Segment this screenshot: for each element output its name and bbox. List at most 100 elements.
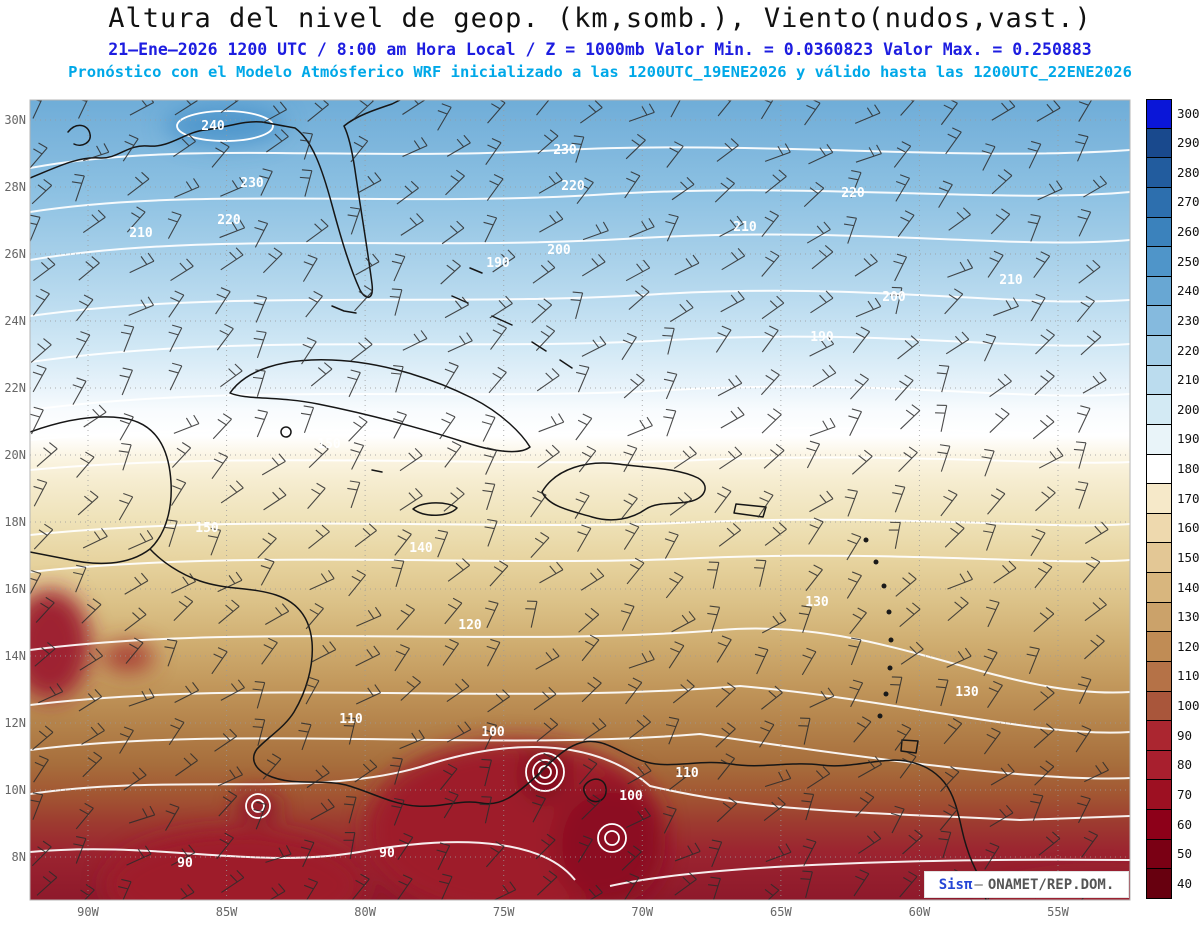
wind-barb xyxy=(173,595,194,622)
chart-title: Altura del nivel de geop. (km,somb.), Vi… xyxy=(108,3,1092,34)
wind-barb xyxy=(481,414,496,442)
wind-barb xyxy=(266,129,289,153)
low-shading-blob xyxy=(236,792,280,824)
wind-barb xyxy=(306,765,330,789)
wind-barb xyxy=(73,564,87,593)
wind-barb xyxy=(79,648,104,671)
wind-barb xyxy=(30,338,52,363)
wind-barb xyxy=(981,448,995,477)
wind-barb xyxy=(846,532,862,561)
wind-barb xyxy=(530,490,547,518)
wind-barb xyxy=(893,141,912,168)
wind-barb xyxy=(843,216,857,244)
wind-barb xyxy=(715,722,736,748)
wind-barb xyxy=(812,364,837,388)
wind-barb xyxy=(620,603,635,631)
wind-barb xyxy=(846,571,862,599)
wind-barb xyxy=(537,870,558,896)
wind-barb xyxy=(663,805,677,834)
wind-barb xyxy=(581,634,600,662)
wind-barb xyxy=(483,214,498,243)
wind-barb xyxy=(719,215,744,237)
wind-barb xyxy=(853,716,872,743)
colorbar-swatch xyxy=(1146,306,1172,336)
wind-barb xyxy=(754,559,767,587)
wind-barb xyxy=(302,254,318,282)
wind-barb xyxy=(1084,634,1105,660)
contour-label: 90 xyxy=(177,856,193,871)
contour-line xyxy=(30,427,1130,441)
wind-barb xyxy=(253,801,267,830)
wind-barb xyxy=(263,487,287,511)
wind-barb xyxy=(402,100,426,115)
wind-barb xyxy=(798,605,812,633)
wind-barb xyxy=(809,490,834,513)
wind-barb xyxy=(806,766,831,789)
wind-barb xyxy=(33,257,56,282)
colorbar-swatch xyxy=(1146,543,1172,573)
colorbar-cell: 250 xyxy=(1146,247,1200,277)
lat-tick-label: 14N xyxy=(4,649,26,663)
wind-barb xyxy=(1026,646,1040,675)
colorbar-tick-label: 260 xyxy=(1177,224,1200,240)
wind-barb xyxy=(533,686,557,711)
wind-barb xyxy=(716,797,738,823)
closed-contour-ring xyxy=(532,759,558,785)
colorbar-cell: 130 xyxy=(1146,602,1200,633)
wind-barb xyxy=(220,247,244,271)
wind-barb xyxy=(665,213,679,242)
lon-tick-label: 65W xyxy=(770,905,792,919)
wind-barb xyxy=(76,451,95,478)
wind-barb xyxy=(261,453,286,476)
wind-barb xyxy=(625,259,651,282)
wind-barb xyxy=(252,681,266,709)
closed-contour-ring xyxy=(538,765,552,779)
wind-barb xyxy=(662,327,675,355)
wind-barb xyxy=(30,792,44,820)
wind-barb xyxy=(1034,369,1055,396)
wind-barb xyxy=(626,807,651,829)
wind-barb xyxy=(129,100,155,116)
wind-barb xyxy=(669,492,693,516)
contour-line xyxy=(30,732,1130,780)
coastline-yucatan xyxy=(30,416,172,565)
contour-label: 210 xyxy=(733,220,757,235)
colorbar-tick-label: 220 xyxy=(1177,342,1200,358)
wind-barb xyxy=(1027,213,1041,242)
contour-label: 130 xyxy=(955,685,979,700)
wind-barb xyxy=(308,524,330,549)
contour-label: 200 xyxy=(547,243,571,258)
wind-barb xyxy=(211,141,230,168)
wind-barb xyxy=(399,729,425,750)
wind-barb xyxy=(443,361,459,390)
wind-barb xyxy=(217,766,243,787)
wind-barb xyxy=(536,100,554,116)
low-shading-blob xyxy=(105,830,365,900)
wind-barb xyxy=(300,132,313,160)
wind-barb xyxy=(122,134,139,162)
wind-barb xyxy=(486,638,501,667)
wind-barb xyxy=(1082,371,1107,394)
wind-barb xyxy=(400,213,424,236)
coastline-puerto-rico xyxy=(733,503,767,518)
wind-barb xyxy=(350,135,369,163)
contour-labels: 240 230 230 220 220 220 210 210 210 200 200 190 190 1… xyxy=(129,119,1023,871)
wind-barb xyxy=(575,413,593,441)
wind-barb xyxy=(1027,140,1042,169)
contour-line xyxy=(30,684,1130,734)
wind-barb xyxy=(129,252,155,274)
wind-barb xyxy=(1084,597,1107,622)
colorbar-swatch xyxy=(1146,187,1172,218)
contour-label: 100 xyxy=(481,725,505,740)
wind-barb xyxy=(32,288,50,316)
wind-barb xyxy=(580,568,605,591)
colorbar-tick-label: 200 xyxy=(1177,401,1200,417)
wind-barb xyxy=(760,100,776,120)
wind-barb xyxy=(118,878,132,900)
wind-barb xyxy=(216,323,234,351)
wind-barb xyxy=(33,523,54,550)
wind-barb xyxy=(570,291,584,319)
wind-barb xyxy=(987,488,1006,515)
wind-barb xyxy=(892,484,906,513)
